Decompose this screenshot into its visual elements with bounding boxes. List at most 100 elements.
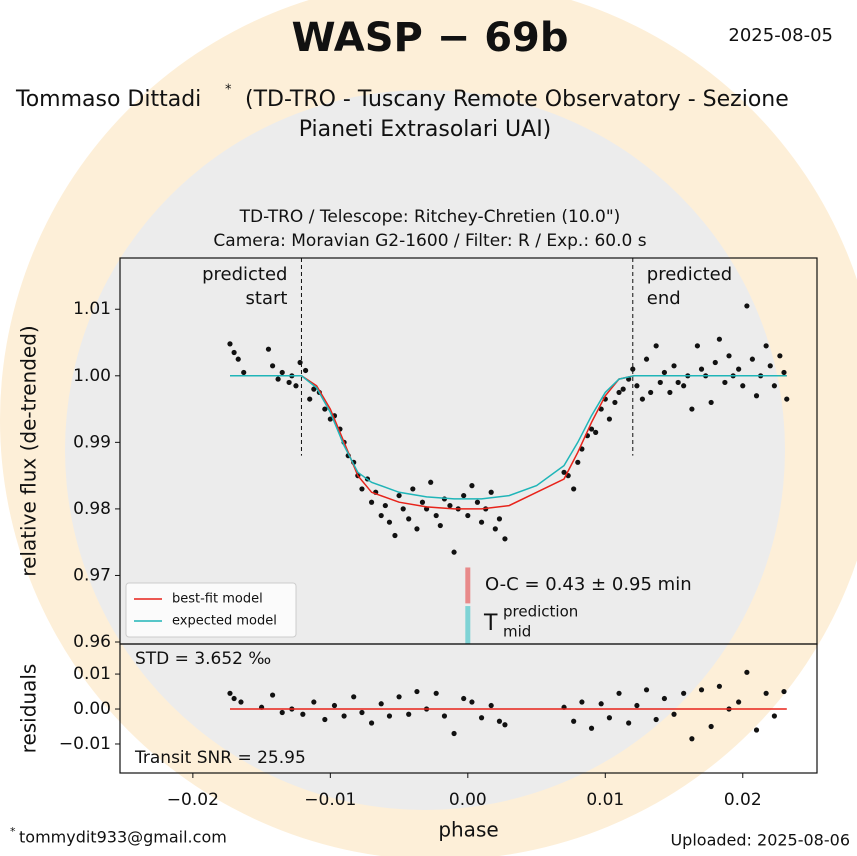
data-point xyxy=(689,406,695,412)
data-point xyxy=(275,376,281,382)
data-point xyxy=(753,727,760,733)
data-point xyxy=(643,356,650,362)
data-point xyxy=(474,499,481,505)
subtitle: Camera: Moravian G2-1600 / Filter: R / E… xyxy=(213,231,646,251)
data-point xyxy=(386,519,393,525)
y-tick-label: 0.01 xyxy=(73,664,111,684)
data-point xyxy=(368,499,375,505)
data-point xyxy=(588,725,595,731)
uploaded: Uploaded: 2025-08-06 xyxy=(670,831,850,850)
data-point xyxy=(561,469,567,475)
data-point xyxy=(231,695,237,702)
legend-box xyxy=(125,582,297,638)
plot-frame xyxy=(119,643,818,774)
data-point xyxy=(716,683,722,689)
predicted-label: end xyxy=(647,288,681,309)
data-point xyxy=(502,536,508,542)
data-point xyxy=(286,379,292,386)
data-point xyxy=(492,526,498,532)
y-tick-label: 0.99 xyxy=(73,432,111,452)
data-point xyxy=(351,694,357,700)
affiliation: (TD-TRO - Tuscany Remote Observatory - S… xyxy=(245,87,789,112)
legend-label: expected model xyxy=(172,614,277,629)
data-point xyxy=(593,429,599,435)
data-point xyxy=(392,532,398,539)
y-tick-label: 0.98 xyxy=(73,499,111,519)
data-point xyxy=(736,699,742,705)
data-point xyxy=(451,730,457,737)
data-point xyxy=(681,383,687,389)
data-point xyxy=(606,416,613,422)
data-point xyxy=(414,526,420,532)
data-point xyxy=(661,369,668,376)
data-point xyxy=(469,699,475,705)
data-point xyxy=(698,366,705,372)
data-point xyxy=(396,492,402,499)
model-line xyxy=(230,375,787,510)
date: 2025-08-05 xyxy=(728,25,833,46)
title: WASP − 69b xyxy=(291,15,568,61)
data-point xyxy=(571,486,577,492)
data-point xyxy=(708,723,714,730)
data-point xyxy=(297,359,303,366)
data-point xyxy=(502,722,508,728)
data-point xyxy=(488,702,494,709)
data-point xyxy=(293,383,299,389)
data-point xyxy=(382,502,388,509)
data-point xyxy=(598,701,604,707)
y-axis-label: relative flux (de-trended) xyxy=(17,325,41,576)
data-point xyxy=(643,687,650,693)
model-line xyxy=(230,375,787,500)
snr-text: Transit SNR = 25.95 xyxy=(134,748,306,768)
data-point xyxy=(496,718,503,724)
data-point xyxy=(681,690,687,696)
data-point xyxy=(238,699,244,705)
data-point xyxy=(616,690,622,696)
data-point xyxy=(437,522,443,529)
y-tick-label: 1.01 xyxy=(73,299,111,319)
data-point xyxy=(777,353,783,359)
data-point xyxy=(753,393,760,399)
oc-text: O-C = 0.43 ± 0.95 min xyxy=(485,574,692,595)
data-point xyxy=(311,386,317,392)
data-point xyxy=(675,379,681,386)
data-point xyxy=(341,713,347,719)
data-point xyxy=(648,389,654,396)
data-point xyxy=(441,713,448,719)
data-point xyxy=(302,367,309,374)
data-point xyxy=(694,343,700,349)
data-point xyxy=(368,720,375,726)
x-tick-label: −0.01 xyxy=(304,790,356,810)
data-point xyxy=(327,416,333,422)
data-point xyxy=(767,363,773,369)
data-point xyxy=(400,506,406,512)
predicted-label: predicted xyxy=(202,264,287,285)
data-point xyxy=(469,483,475,489)
data-point xyxy=(227,690,233,696)
data-point xyxy=(331,702,338,709)
data-point xyxy=(231,349,237,356)
data-point xyxy=(698,687,705,693)
data-point xyxy=(744,303,750,309)
data-point xyxy=(496,516,503,522)
data-point xyxy=(736,366,742,372)
data-point xyxy=(667,389,673,396)
legend-label: best-fit model xyxy=(172,592,263,607)
data-point xyxy=(630,366,636,372)
data-point xyxy=(722,379,728,386)
data-point xyxy=(269,363,276,369)
data-point xyxy=(571,718,577,724)
watermark-inner xyxy=(65,90,785,810)
data-point xyxy=(322,716,328,723)
x-tick-label: 0.01 xyxy=(586,790,624,810)
data-point xyxy=(359,486,365,492)
data-point xyxy=(359,709,365,716)
data-point xyxy=(307,396,313,402)
data-point xyxy=(311,699,317,705)
data-point xyxy=(653,343,659,349)
data-point xyxy=(781,688,787,695)
data-point xyxy=(433,690,439,696)
data-point xyxy=(451,549,457,555)
data-point xyxy=(763,690,769,696)
